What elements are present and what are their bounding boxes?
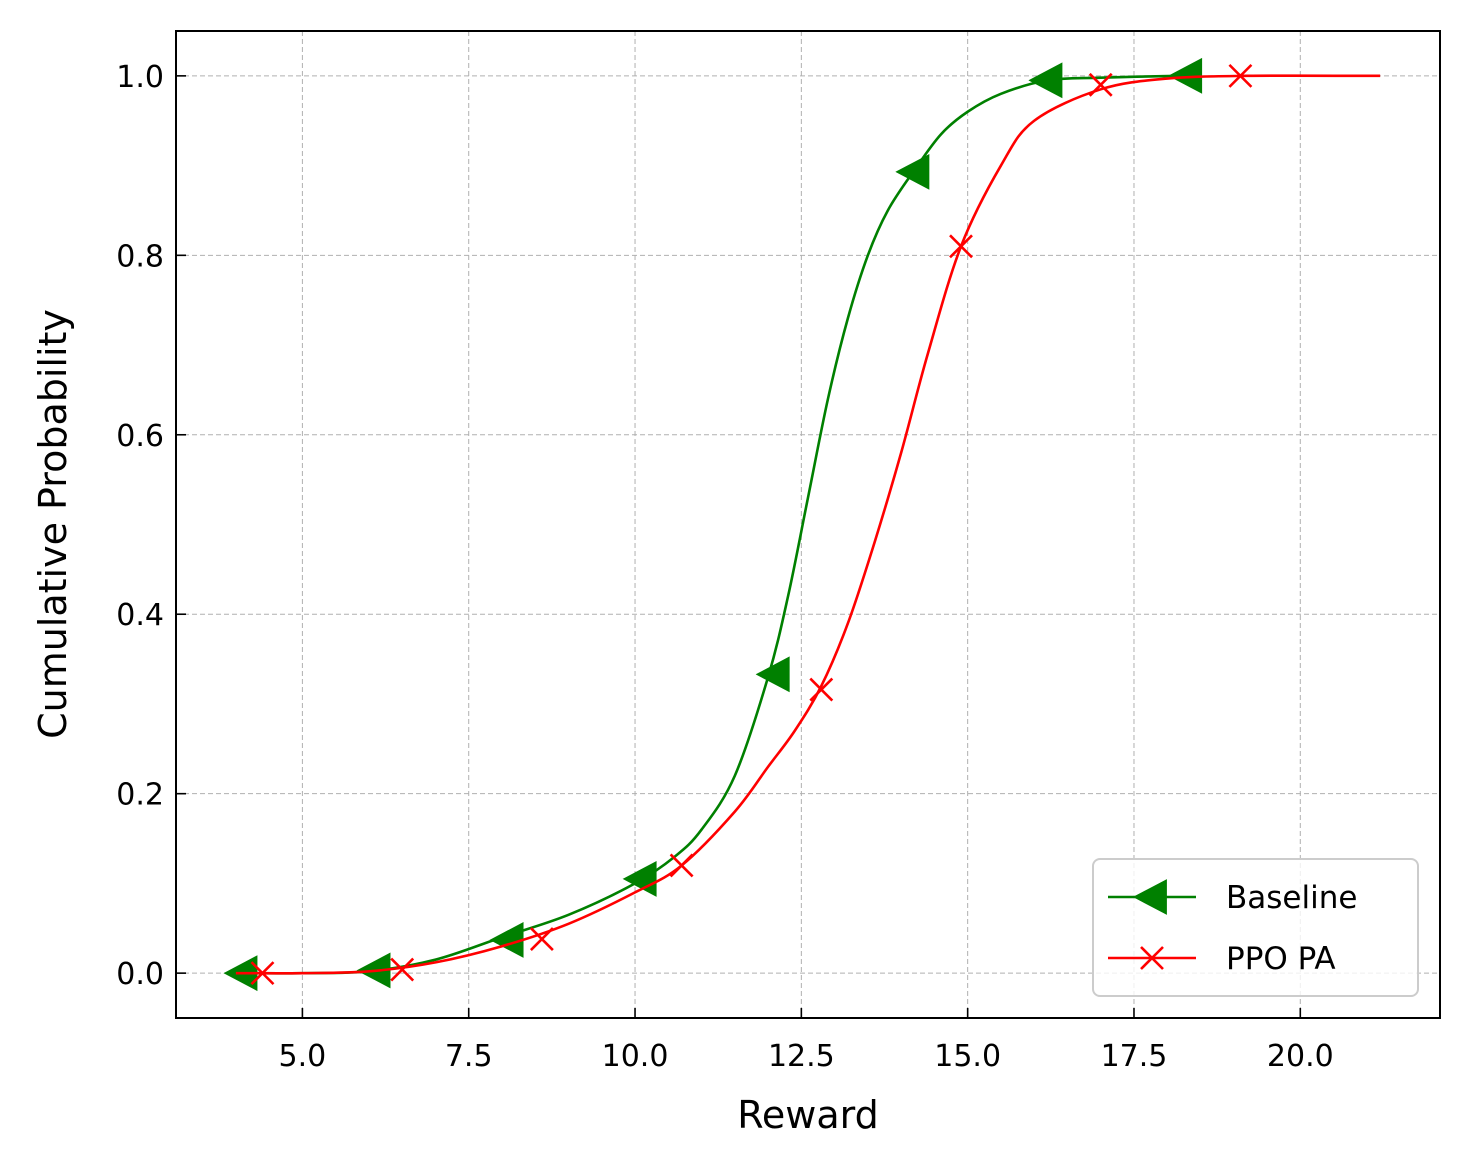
data-point-ppo-pa [250,961,275,986]
data-point-ppo-pa [1228,63,1253,88]
y-tick-label: 0.2 [116,778,164,813]
x-tick-label: 7.5 [445,1039,493,1074]
y-tick-label: 0.0 [116,957,164,992]
series-layer [223,57,1381,992]
data-point-ppo-pa [390,957,415,982]
x-axis-label: Reward [737,1093,879,1137]
x-tick-label: 15.0 [934,1039,1001,1074]
x-tick-label: 12.5 [768,1039,835,1074]
data-point-baseline [895,153,930,190]
data-point-baseline [1028,62,1063,99]
legend-marker-baseline [1132,879,1167,915]
x-tick-label: 20.0 [1267,1039,1334,1074]
y-tick-label: 0.8 [116,239,164,274]
legend-entry-ppo-pa: PPO PA [1108,941,1336,977]
series-line-ppo-pa [235,74,1381,975]
data-point-ppo-pa [529,927,554,951]
data-point-baseline [622,860,657,897]
legend-label-ppo-pa: PPO PA [1226,941,1336,977]
ticks: 5.0 7.5 10.0 12.5 15.0 17.5 20.0 0.0 0.2 0.4 0.6 0.… [116,60,1333,1074]
y-tick-label: 0.4 [116,598,164,633]
data-point-ppo-pa [949,234,973,259]
y-axis-label: Cumulative Probability [31,309,75,739]
series-ppo-pa [235,63,1381,986]
legend-marker-ppo-pa [1140,946,1164,970]
y-tick-label: 1.0 [116,60,164,95]
legend-entry-baseline: Baseline [1108,879,1357,916]
data-point-ppo-pa [1088,72,1113,97]
x-tick-label: 17.5 [1101,1039,1168,1074]
legend: Baseline PPO PA [1092,858,1419,997]
x-tick-label: 5.0 [279,1039,327,1074]
legend-box [1092,858,1419,997]
data-point-ppo-pa [809,677,834,702]
y-tick-label: 0.6 [116,419,164,454]
legend-label-baseline: Baseline [1226,880,1357,916]
plot-frame [175,30,1441,1019]
x-tick-label: 10.0 [602,1039,669,1074]
data-point-ppo-pa [669,853,694,878]
data-point-baseline [755,656,790,693]
